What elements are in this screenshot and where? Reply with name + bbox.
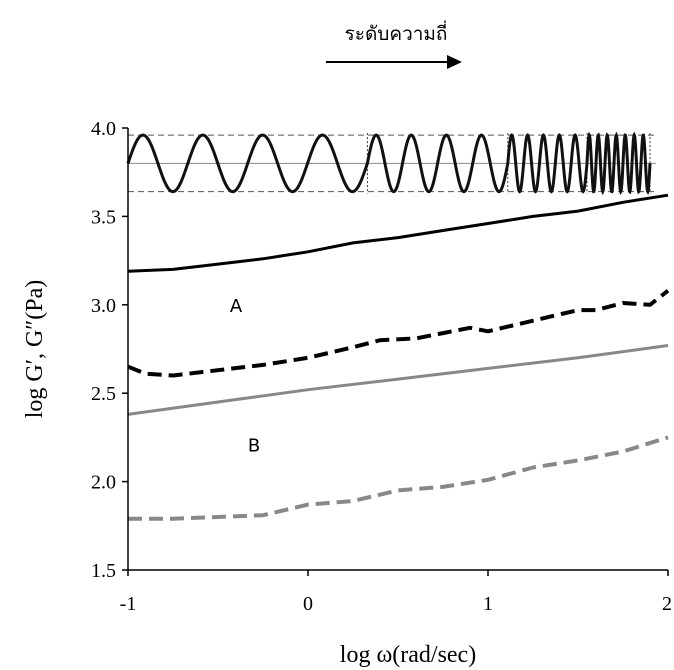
y-axis-title: log G′, G″(Pa) <box>22 280 48 419</box>
y-tick-label: 3.0 <box>91 295 116 317</box>
oscillation-inset <box>126 131 656 196</box>
annotation-label: A <box>230 296 243 317</box>
series-line-4 <box>128 435 669 521</box>
y-tick-label: 2.5 <box>91 383 116 405</box>
x-tick-label: 0 <box>303 593 313 615</box>
y-tick-label: 4.0 <box>91 118 116 140</box>
annotation-label: B <box>248 436 260 457</box>
labels: 1.5 2.0 2.5 3.0 3.5 4.0 -1 0 1 2 log ω(rad/sec) log… <box>22 20 672 668</box>
x-tick-label: 1 <box>483 593 493 615</box>
y-tick-label: 2.0 <box>91 472 116 494</box>
series-line-2 <box>127 289 670 378</box>
x-tick-label: 2 <box>662 593 672 615</box>
axes <box>122 127 669 576</box>
y-tick-label: 1.5 <box>91 560 116 582</box>
frequency-arrow-head <box>447 55 462 69</box>
series-layer <box>127 193 670 521</box>
series-line-1 <box>127 193 669 273</box>
series-line-3 <box>127 344 669 416</box>
inset-wave <box>126 131 652 196</box>
y-tick-label: 3.5 <box>91 206 116 228</box>
x-axis-title: log ω(rad/sec) <box>340 642 476 668</box>
frequency-label: ระดับความถี่ <box>345 20 448 45</box>
x-tick-label: -1 <box>120 593 137 615</box>
